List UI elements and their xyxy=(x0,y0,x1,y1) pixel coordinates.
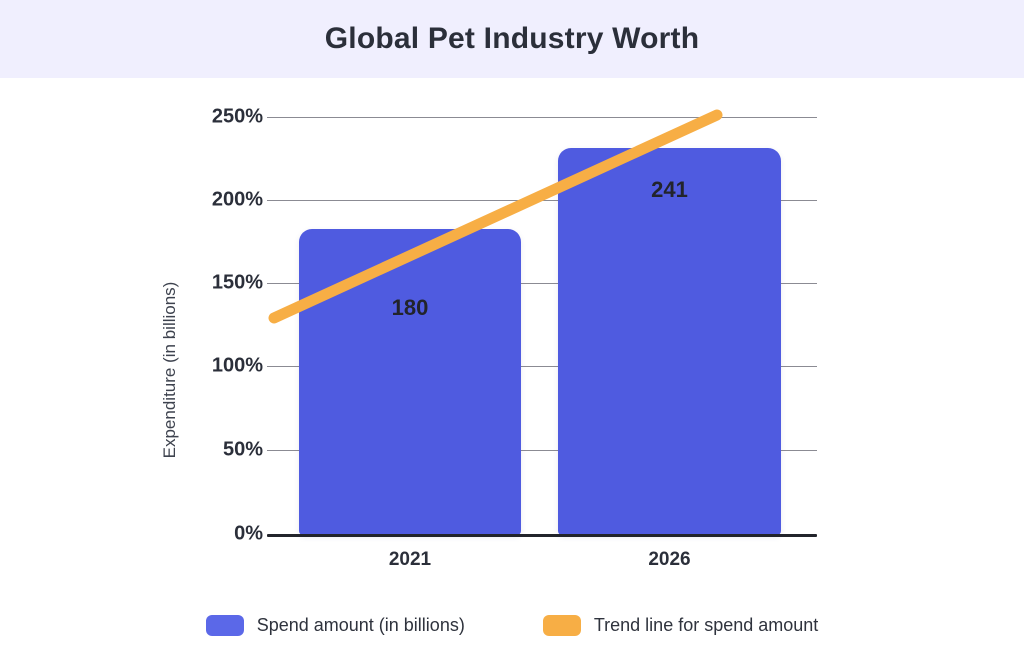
bar-2021[interactable]: 180 xyxy=(299,229,521,535)
y-tick-label-50: 50% xyxy=(222,438,263,461)
x-tick-label-2026: 2026 xyxy=(648,549,691,570)
y-axis-ticks: 250% 200% 150% 100% 50% 0% xyxy=(133,78,263,670)
bar-value-2021: 180 xyxy=(391,295,429,320)
legend-item-trend-line[interactable]: Trend line for spend amount xyxy=(542,614,819,636)
y-tick-label-150: 150% xyxy=(211,271,263,294)
header-band xyxy=(0,0,1024,78)
page-title: Global Pet Industry Worth xyxy=(324,22,700,55)
legend-swatch-icon-spend-amount xyxy=(205,614,244,636)
legend-label-trend-line: Trend line for spend amount xyxy=(593,614,819,635)
gridline-100 xyxy=(267,366,817,367)
chart-legend: Spend amount (in billions) Trend line fo… xyxy=(0,600,1024,650)
bar-value-2026: 241 xyxy=(651,177,688,202)
gridline-250 xyxy=(267,117,817,118)
bar-2026[interactable]: 241 xyxy=(558,148,781,535)
plot-area: Expenditure (in billions) 250% 200% 150%… xyxy=(0,78,1024,670)
y-tick-label-250: 250% xyxy=(211,105,263,128)
y-tick-label-200: 200% xyxy=(211,188,263,211)
y-tick-label-100: 100% xyxy=(211,354,263,377)
gridline-50 xyxy=(267,450,817,451)
legend-label-spend-amount: Spend amount (in billions) xyxy=(256,614,465,635)
x-tick-label-2021: 2021 xyxy=(388,549,432,570)
legend-swatch-icon-trend-line xyxy=(542,614,581,636)
y-tick-label-0: 0% xyxy=(234,522,263,545)
legend-item-spend-amount[interactable]: Spend amount (in billions) xyxy=(205,614,465,636)
x-axis-line xyxy=(267,534,817,537)
